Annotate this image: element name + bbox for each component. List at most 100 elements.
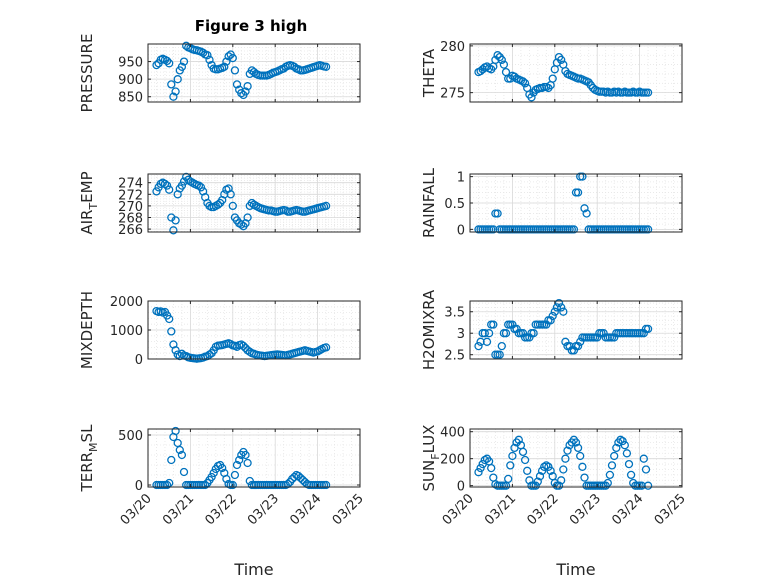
x-tick-label: 03/24 [287,491,324,528]
data-point [228,201,237,211]
data-point [152,187,161,196]
y-tick-label: 275 [440,87,465,102]
data-point [580,204,589,213]
data-point [518,447,528,457]
data-point [506,461,515,470]
x-tick-label: 03/24 [609,491,646,528]
data-point [552,303,562,312]
data-point [573,341,583,351]
data-point [554,481,564,490]
data-point [230,470,240,480]
data-point [162,56,172,66]
data-point [639,454,648,463]
axes-box [469,43,683,103]
data-point [557,55,566,65]
data-point [542,461,551,470]
data-point [618,436,627,446]
data-point [321,343,331,352]
data-point [177,62,187,71]
data-point [321,480,331,490]
data-point [576,337,585,346]
data-point [487,463,496,473]
data-point [643,225,653,234]
data-point [504,474,513,484]
data-point [482,337,492,346]
data-point [525,476,534,485]
y-tick-label: 270 [118,200,143,215]
x-tick-label: 03/20 [118,491,155,528]
y-tick-label: 400 [440,426,465,441]
data-point [162,181,172,190]
y-tick-label: 500 [118,429,143,444]
y-tick-label: 900 [118,73,143,88]
y-tick-label: 3.5 [444,306,465,321]
data-point [165,59,174,68]
y-axis-label: SUNFLUX [420,425,442,492]
data-point [563,446,572,455]
data-point [474,468,483,477]
data-point [177,450,187,460]
data-point [523,466,532,475]
y-axis-label: AIRTEMP [78,171,100,234]
y-axis-label: H2OMIXRA [420,289,438,370]
data-point [529,329,538,338]
data-point [610,451,619,461]
x-tick-label: 03/23 [245,491,282,528]
data-point [235,455,244,465]
data-point [605,470,615,480]
y-tick-label: 0 [457,223,465,238]
data-point [222,57,231,66]
data-point [243,458,252,468]
data-point [321,201,331,211]
data-point [237,89,246,98]
y-tick-label: 266 [118,223,143,238]
data-point [243,213,252,222]
axes-box [469,300,683,360]
x-tick-label: 03/22 [203,491,240,528]
data-point [493,51,502,60]
data-point [241,450,250,460]
data-point [182,41,191,50]
data-point [569,346,579,355]
data-point [578,172,587,181]
data-point [482,62,492,71]
data-point [580,473,589,482]
data-point [499,60,509,69]
plot-area-theta [470,44,682,102]
data-point [495,350,504,359]
series-rainfall [474,172,653,234]
series-pressure [152,41,331,101]
data-point [165,314,174,324]
data-point [535,472,545,481]
data-point [576,451,585,461]
data-point [588,83,598,93]
data-point [518,77,528,86]
data-point [527,93,536,102]
data-point [643,481,653,490]
data-point [152,60,161,70]
data-point [198,48,208,57]
y-tick-label: 0 [135,479,143,494]
data-point [622,449,632,458]
data-point [571,438,581,447]
y-tick-label: 1 [457,171,465,186]
data-point [501,329,511,338]
data-point [610,333,619,342]
y-tick-label: 850 [118,91,143,106]
data-point [171,426,180,436]
data-point [171,346,180,355]
data-point [205,350,214,359]
data-point [279,64,288,73]
data-point [643,88,653,97]
data-point [220,62,229,71]
data-point [554,298,564,308]
data-point [557,476,566,485]
data-point [232,460,242,470]
data-point [557,303,566,312]
data-point [484,329,494,338]
data-point [643,324,653,334]
data-point [531,481,540,490]
data-point [561,337,570,346]
